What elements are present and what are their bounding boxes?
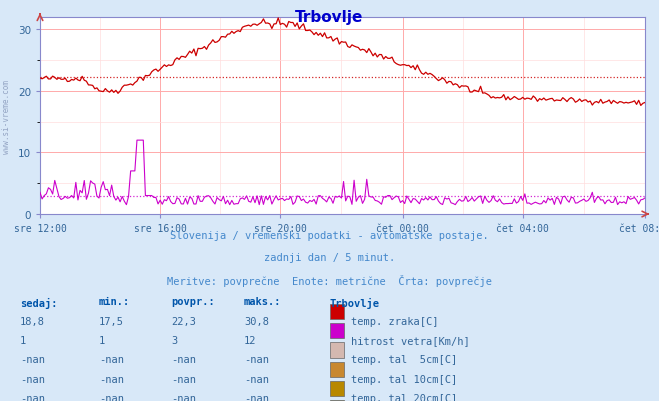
Text: -nan: -nan xyxy=(99,354,124,365)
Text: 18,8: 18,8 xyxy=(20,316,45,326)
Text: -nan: -nan xyxy=(99,393,124,401)
Text: sedaj:: sedaj: xyxy=(20,297,57,308)
Text: 3: 3 xyxy=(171,335,177,345)
Text: min.:: min.: xyxy=(99,297,130,307)
Text: maks.:: maks.: xyxy=(244,297,281,307)
Text: temp. tal 10cm[C]: temp. tal 10cm[C] xyxy=(351,374,457,384)
Text: -nan: -nan xyxy=(244,393,269,401)
Text: 17,5: 17,5 xyxy=(99,316,124,326)
Text: -nan: -nan xyxy=(20,374,45,384)
Text: Slovenija / vremenski podatki - avtomatske postaje.: Slovenija / vremenski podatki - avtomats… xyxy=(170,231,489,241)
Text: 1: 1 xyxy=(20,335,26,345)
Text: -nan: -nan xyxy=(99,374,124,384)
Text: -nan: -nan xyxy=(171,374,196,384)
Text: Trbovlje: Trbovlje xyxy=(295,10,364,25)
Text: -nan: -nan xyxy=(244,374,269,384)
Text: 1: 1 xyxy=(99,335,105,345)
Text: povpr.:: povpr.: xyxy=(171,297,215,307)
Text: -nan: -nan xyxy=(244,354,269,365)
Text: hitrost vetra[Km/h]: hitrost vetra[Km/h] xyxy=(351,335,469,345)
Text: 30,8: 30,8 xyxy=(244,316,269,326)
Text: temp. tal  5cm[C]: temp. tal 5cm[C] xyxy=(351,354,457,365)
Text: -nan: -nan xyxy=(20,354,45,365)
Text: zadnji dan / 5 minut.: zadnji dan / 5 minut. xyxy=(264,253,395,263)
Text: -nan: -nan xyxy=(20,393,45,401)
Text: Trbovlje: Trbovlje xyxy=(330,297,380,308)
Text: temp. tal 20cm[C]: temp. tal 20cm[C] xyxy=(351,393,457,401)
Text: 22,3: 22,3 xyxy=(171,316,196,326)
Text: Meritve: povprečne  Enote: metrične  Črta: povprečje: Meritve: povprečne Enote: metrične Črta:… xyxy=(167,275,492,287)
Text: temp. zraka[C]: temp. zraka[C] xyxy=(351,316,438,326)
Text: www.si-vreme.com: www.si-vreme.com xyxy=(2,79,11,153)
Text: -nan: -nan xyxy=(171,393,196,401)
Text: -nan: -nan xyxy=(171,354,196,365)
Text: 12: 12 xyxy=(244,335,256,345)
